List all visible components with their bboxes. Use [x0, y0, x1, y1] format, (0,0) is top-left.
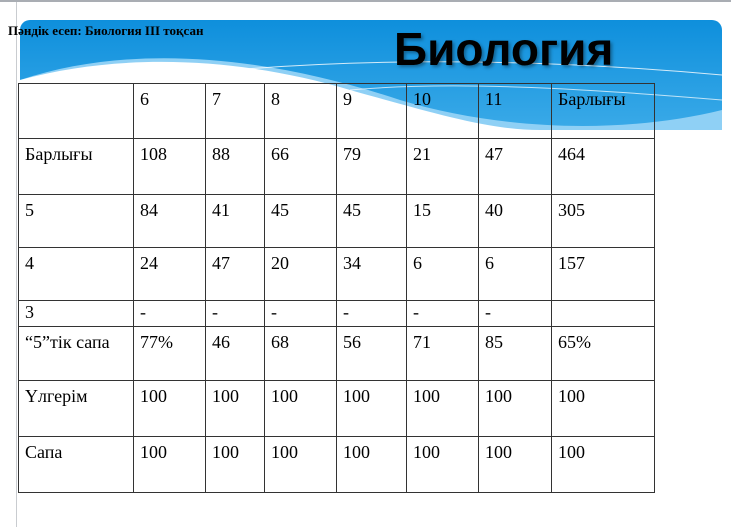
table-cell: 85 — [478, 326, 552, 381]
row-label-cell: 4 — [18, 247, 134, 301]
table-cell: 24 — [133, 247, 206, 301]
table-cell: - — [406, 300, 479, 327]
table-cell — [551, 300, 655, 327]
table-cell: 46 — [205, 326, 265, 381]
table-cell: 47 — [478, 138, 552, 195]
table-row: Үлгерім 100 100 100 100 100 100 100 — [18, 380, 655, 437]
table-cell: 100 — [336, 380, 407, 437]
table-row: Сапа 100 100 100 100 100 100 100 — [18, 436, 655, 493]
table-cell: 20 — [264, 247, 337, 301]
table-cell: 21 — [406, 138, 479, 195]
table-header-row: 6 7 8 9 10 11 Барлығы — [18, 83, 655, 139]
table-cell: 9 — [336, 83, 407, 139]
table-cell: 71 — [406, 326, 479, 381]
table-cell: 6 — [133, 83, 206, 139]
table-cell: 100 — [264, 380, 337, 437]
row-label-cell: Сапа — [18, 436, 134, 493]
table-cell: 100 — [205, 436, 265, 493]
table-cell: 84 — [133, 194, 206, 248]
row-label-cell: Барлығы — [18, 138, 134, 195]
table-cell: 100 — [133, 380, 206, 437]
table-cell: 100 — [478, 436, 552, 493]
table-row: “5”тік сапа 77% 46 68 56 71 85 65% — [18, 326, 655, 381]
row-label-cell: 3 — [18, 300, 134, 327]
table-cell: - — [264, 300, 337, 327]
table-cell: 100 — [264, 436, 337, 493]
table-cell: 157 — [551, 247, 655, 301]
table-cell: 100 — [406, 380, 479, 437]
table-cell: 45 — [336, 194, 407, 248]
table-cell: 108 — [133, 138, 206, 195]
table-cell: 68 — [264, 326, 337, 381]
table-cell: - — [336, 300, 407, 327]
table-cell: 7 — [205, 83, 265, 139]
window-top-border — [0, 0, 731, 2]
table-row: Барлығы 108 88 66 79 21 47 464 — [18, 138, 655, 195]
slide-caption: Пәндік есеп: Биология III тоқсан — [8, 23, 204, 38]
table-cell: 100 — [551, 380, 655, 437]
table-cell: 100 — [478, 380, 552, 437]
table-cell: 77% — [133, 326, 206, 381]
slide-left-edge — [16, 2, 17, 527]
row-label-cell: Үлгерім — [18, 380, 134, 437]
table-cell: 6 — [478, 247, 552, 301]
table-cell: 6 — [406, 247, 479, 301]
row-label-cell — [18, 83, 134, 139]
table-cell: - — [478, 300, 552, 327]
table-cell: 34 — [336, 247, 407, 301]
table-cell: 15 — [406, 194, 479, 248]
table-cell: - — [205, 300, 265, 327]
table-cell: 56 — [336, 326, 407, 381]
table-cell: 88 — [205, 138, 265, 195]
table-row: 3------ — [18, 300, 655, 327]
table-cell: 66 — [264, 138, 337, 195]
table-cell: - — [133, 300, 206, 327]
table-cell: 65% — [551, 326, 655, 381]
grades-table: 6 7 8 9 10 11 Барлығы Барлығы 108 88 66 79 21 47 464 5 8… — [18, 83, 655, 493]
table-row: 5 84 41 45 45 15 40 305 — [18, 194, 655, 248]
table-cell: 100 — [133, 436, 206, 493]
table-cell: 10 — [406, 83, 479, 139]
slide-title: Биология — [394, 23, 614, 75]
table-row: 4 24 47 20 34 6 6 157 — [18, 247, 655, 301]
table-cell: 305 — [551, 194, 655, 248]
table-cell: 100 — [336, 436, 407, 493]
table-cell: 45 — [264, 194, 337, 248]
table-cell: 464 — [551, 138, 655, 195]
table-cell: 8 — [264, 83, 337, 139]
table-cell: 40 — [478, 194, 552, 248]
row-label-cell: 5 — [18, 194, 134, 248]
table-cell: 11 — [478, 83, 552, 139]
table-cell: 79 — [336, 138, 407, 195]
table-cell: 47 — [205, 247, 265, 301]
table-cell: Барлығы — [551, 83, 655, 139]
table-cell: 100 — [406, 436, 479, 493]
table-cell: 100 — [205, 380, 265, 437]
row-label-cell: “5”тік сапа — [18, 326, 134, 381]
table-cell: 41 — [205, 194, 265, 248]
table-cell: 100 — [551, 436, 655, 493]
